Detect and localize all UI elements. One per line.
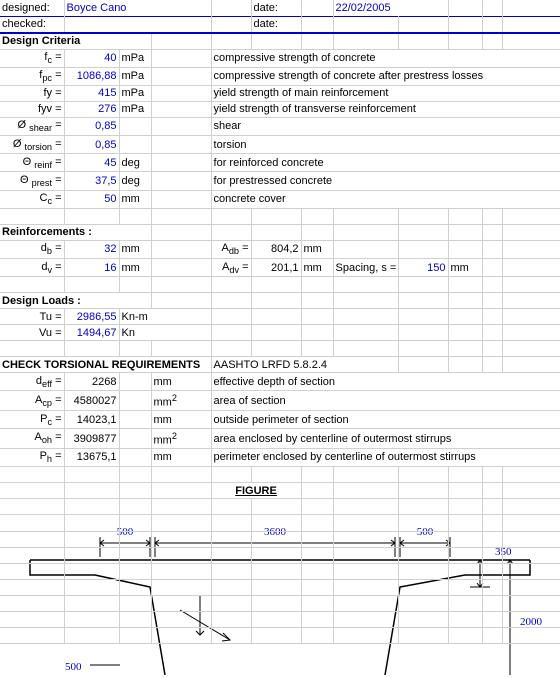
criteria-val: 0,85 (64, 136, 119, 154)
loads-sym: Vu = (0, 325, 64, 341)
torsion-sym: Aoh = (0, 429, 64, 449)
reinf-val2: 201,1 (251, 259, 301, 277)
criteria-sym: Ø torsion = (0, 136, 64, 154)
criteria-unit: mPa (119, 85, 151, 101)
criteria-unit: mPa (119, 67, 151, 85)
criteria-val: 415 (64, 85, 119, 101)
loads-sym: Tu = (0, 309, 64, 325)
figure-title: FIGURE (211, 483, 301, 499)
criteria-desc: torsion (211, 136, 560, 154)
loads-unit: Kn-m (119, 309, 211, 325)
torsion-val: 4580027 (64, 391, 119, 411)
checked-label: checked: (0, 16, 64, 33)
dim-bottom-left: 500 (65, 661, 82, 673)
torsion-unit: mm2 (151, 429, 211, 449)
criteria-desc: for reinforced concrete (211, 154, 560, 172)
criteria-sym: Θ prest = (0, 172, 64, 190)
reinf-title: Reinforcements : (0, 224, 151, 240)
torsion-val: 3909877 (64, 429, 119, 449)
torsion-val: 2268 (64, 373, 119, 391)
criteria-desc: compressive strength of concrete (211, 49, 560, 67)
reinf-extra-unit: mm (448, 259, 482, 277)
reinf-val2: 804,2 (251, 240, 301, 258)
torsion-desc: outside perimeter of section (211, 411, 560, 429)
torsion-sym: Ph = (0, 448, 64, 466)
torsion-unit: mm2 (151, 391, 211, 411)
reinf-unit2: mm (301, 240, 333, 258)
criteria-sym: Θ reinf = (0, 154, 64, 172)
criteria-sym: fyv = (0, 101, 64, 117)
torsion-desc: area enclosed by centerline of outermost… (211, 429, 560, 449)
criteria-sym: Cc = (0, 190, 64, 208)
torsion-unit: mm (151, 448, 211, 466)
criteria-val: 45 (64, 154, 119, 172)
loads-val: 1494,67 (64, 325, 119, 341)
criteria-unit: deg (119, 172, 151, 190)
reinf-sym2: Adb = (211, 240, 251, 258)
torsion-desc: effective depth of section (211, 373, 560, 391)
date-value-1: 22/02/2005 (333, 0, 448, 16)
criteria-unit (119, 136, 151, 154)
criteria-sym: fc = (0, 49, 64, 67)
date-label-1: date: (251, 0, 301, 16)
criteria-val: 50 (64, 190, 119, 208)
torsion-unit: mm (151, 373, 211, 391)
reinf-extra-val: 150 (398, 259, 448, 277)
torsion-sym: Pc = (0, 411, 64, 429)
torsion-spec: AASHTO LRFD 5.8.2.4 (211, 357, 398, 373)
reinf-sym2: Adv = (211, 259, 251, 277)
torsion-title: CHECK TORSIONAL REQUIREMENTS (0, 357, 211, 373)
criteria-desc: shear (211, 117, 560, 135)
criteria-desc: yield strength of transverse reinforceme… (211, 101, 560, 117)
criteria-sym: fpc = (0, 67, 64, 85)
torsion-unit: mm (151, 411, 211, 429)
reinf-unit: mm (119, 259, 151, 277)
loads-unit: Kn (119, 325, 211, 341)
loads-val: 2986,55 (64, 309, 119, 325)
criteria-title: Design Criteria (0, 33, 151, 50)
designed-label: designed: (0, 0, 64, 16)
criteria-val: 0,85 (64, 117, 119, 135)
criteria-unit (119, 117, 151, 135)
criteria-unit: mPa (119, 101, 151, 117)
reinf-extra (333, 240, 398, 258)
reinf-val: 32 (64, 240, 119, 258)
torsion-val: 14023,1 (64, 411, 119, 429)
reinf-extra-unit (448, 240, 482, 258)
criteria-desc: concrete cover (211, 190, 560, 208)
reinf-sym: db = (0, 240, 64, 258)
torsion-desc: perimeter enclosed by centerline of oute… (211, 448, 560, 466)
criteria-desc: yield strength of main reinforcement (211, 85, 560, 101)
reinf-extra: Spacing, s = (333, 259, 398, 277)
criteria-desc: for prestressed concrete (211, 172, 560, 190)
designed-value: Boyce Cano (64, 0, 211, 16)
criteria-val: 276 (64, 101, 119, 117)
torsion-val: 13675,1 (64, 448, 119, 466)
criteria-sym: fy = (0, 85, 64, 101)
criteria-val: 40 (64, 49, 119, 67)
reinf-extra-val (398, 240, 448, 258)
torsion-desc: area of section (211, 391, 560, 411)
reinf-sym: dv = (0, 259, 64, 277)
reinf-unit: mm (119, 240, 151, 258)
torsion-sym: Acp = (0, 391, 64, 411)
criteria-unit: mPa (119, 49, 151, 67)
criteria-desc: compressive strength of concrete after p… (211, 67, 560, 85)
criteria-unit: mm (119, 190, 151, 208)
date-label-2: date: (251, 16, 301, 33)
criteria-sym: Ø shear = (0, 117, 64, 135)
loads-title: Design Loads : (0, 293, 151, 309)
criteria-unit: deg (119, 154, 151, 172)
criteria-val: 1086,88 (64, 67, 119, 85)
reinf-unit2: mm (301, 259, 333, 277)
torsion-sym: deff = (0, 373, 64, 391)
reinf-val: 16 (64, 259, 119, 277)
criteria-val: 37,5 (64, 172, 119, 190)
